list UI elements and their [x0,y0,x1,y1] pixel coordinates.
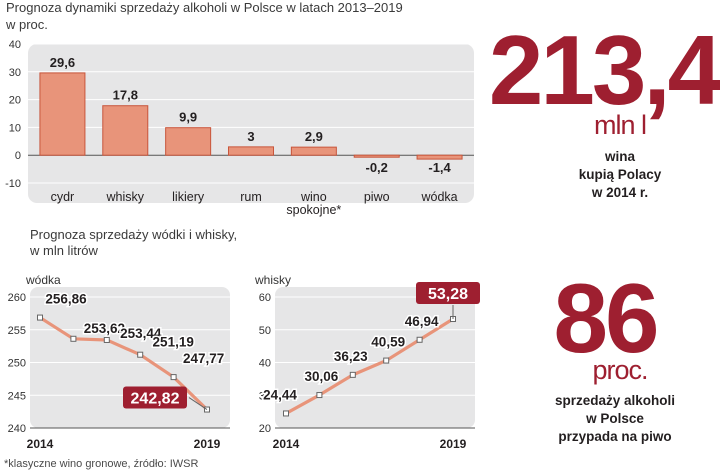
bar [353,154,400,158]
footnote: *klasyczne wino gronowe, źródło: IWSR [4,458,199,470]
line-highlight-box [416,282,480,305]
bar-category-label: wino [300,190,327,204]
bar [39,72,86,156]
line-x-tick-label: 2019 [440,437,467,451]
line-highlight-connector [188,397,208,410]
line-x-tick-label: 2014 [27,437,54,451]
line-y-tick-label: 250 [8,358,26,370]
bar-y-tick-label: 30 [9,67,21,79]
line-y-tick-label: 260 [8,292,26,304]
beer-share-unit: proc. [592,355,648,385]
bar-category-label: spokojne* [286,203,341,217]
line-value-label: 251,19 [153,335,194,350]
line-charts-title: Prognoza sprzedaży wódki i whisky, w mln… [30,227,237,259]
bar-y-tick-label: 0 [15,150,21,162]
bar-chart: 40 30 20 10 0 -10 29,6 cydr 17,8 whisky 9,9 likiery… [5,39,474,217]
bar-value-label: 2,9 [305,129,323,144]
line-y-tick-label: 240 [8,423,26,435]
line-y-tick-label: 50 [259,325,271,337]
bar-y-tick-label: 20 [9,95,21,107]
line-series-name: wódka [25,273,61,287]
line-point [37,314,43,321]
line-value-label: 256,86 [45,292,87,307]
line-y-tick-label: 255 [8,325,26,337]
line-x-tick-label: 2014 [273,437,300,451]
bar-chart-unit: w proc. [6,17,48,32]
line-value-label: 36,23 [334,349,368,364]
beer-text-line-3: przypada na piwo [558,429,672,444]
line-point [316,392,323,399]
line-value-label: 253,62 [84,321,125,336]
line-y-tick-label: 30 [259,390,271,402]
bar-category-label: whisky [106,190,145,204]
wine-volume-text: wina kupią Polacy w 2014 r. [540,148,700,202]
bar-value-label: 17,8 [113,88,138,103]
bar [228,146,274,156]
line-series-path [39,316,209,411]
line-value-label: 46,94 [405,314,439,329]
line-y-tick-label: 40 [259,358,271,370]
line-value-label: 242,82 [131,391,180,408]
line-value-label: 247,77 [183,351,224,366]
bar-chart-title: Prognoza dynamiki sprzedaży alkoholi w P… [6,0,403,15]
line-highlight-box [123,386,187,409]
bar-category-label: cydr [51,190,75,204]
line-series-path [285,317,454,415]
line-point [137,351,144,358]
bar [102,105,149,156]
bar-value-label: 9,9 [179,110,197,125]
vodka-line-chart: wódka 260 255 250 245 240 256,86 253,62253,4425… [8,273,230,451]
beer-text-line-2: w Polsce [586,411,644,426]
bar-value-label: -1,4 [428,160,451,175]
bar-y-tick-label: 40 [9,39,21,51]
bar [165,127,212,156]
bar-category-label: likiery [172,190,205,204]
bar [416,154,463,160]
line-chart-panel [275,287,475,428]
line-value-label: 53,28 [428,286,468,303]
line-value-label: 30,06 [305,369,339,384]
line-charts-title-line-1: Prognoza sprzedaży wódki i whisky, [30,227,238,242]
bar-y-tick-label: -10 [5,178,21,190]
wine-volume-unit: mln l [593,110,647,140]
line-y-tick-label: 20 [259,423,271,435]
line-series-name: whisky [254,273,291,287]
bar [290,146,337,156]
bar-value-label: 29,6 [50,55,75,70]
line-point [283,410,289,417]
bar-value-label: 3 [247,129,254,144]
line-value-label: 24,44 [263,387,297,402]
bar-value-label: -0,2 [366,160,388,175]
beer-share-value: 86 [553,263,659,373]
line-value-label: 253,44 [120,326,162,341]
line-point [103,336,110,343]
line-value-label: 40,59 [371,335,405,350]
line-x-tick-label: 2019 [194,437,221,451]
line-point [416,336,423,343]
wine-text-line-1: wina [604,149,635,164]
line-point [349,371,356,378]
line-y-tick-label: 60 [259,292,271,304]
wine-text-line-3: w 2014 r. [591,185,649,200]
bar-chart-panel [28,44,474,203]
line-charts-title-line-2: w mln litrów [30,243,98,258]
line-point [170,374,177,381]
line-point [383,357,390,364]
bar-category-label: wódka [421,190,458,204]
beer-share-text: sprzedaży alkoholi w Polsce przypada na … [520,392,710,446]
bar-category-label: piwo [364,190,390,204]
beer-text-line-1: sprzedaży alkoholi [554,393,676,408]
line-y-tick-label: 245 [8,390,26,402]
whisky-line-chart: whisky 60 50 40 30 20 24,44 30,06 36,2340,5946,9… [254,273,480,451]
line-point [70,335,77,342]
wine-text-line-2: kupią Polacy [578,167,662,182]
wine-volume-value: 213,4 [488,15,720,125]
bar-category-label: rum [240,190,262,204]
bar-y-tick-label: 10 [9,122,21,134]
